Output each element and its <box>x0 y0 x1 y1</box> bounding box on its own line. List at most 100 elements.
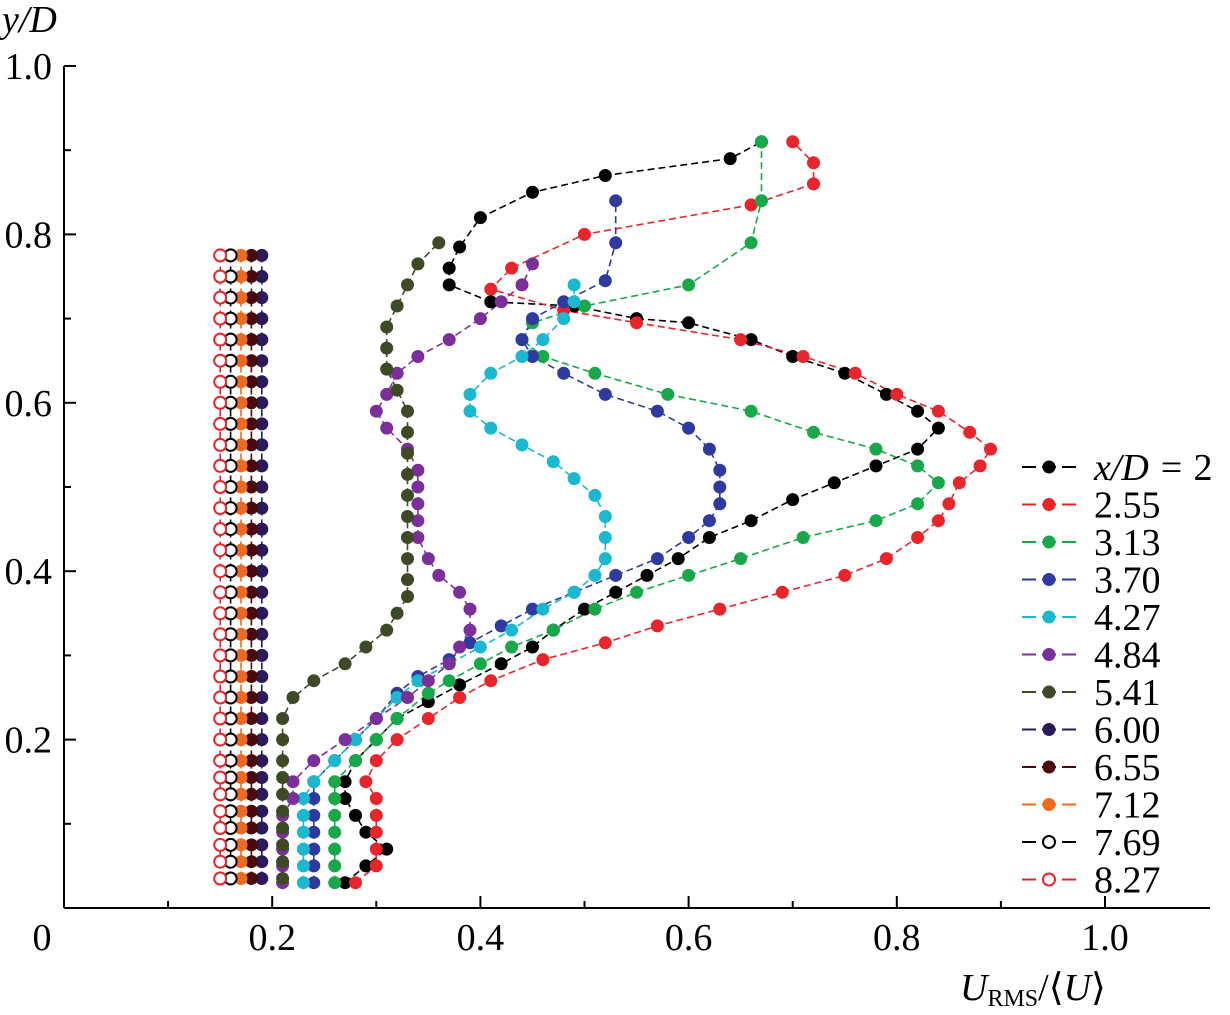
data-point <box>213 543 228 558</box>
data-point <box>827 476 841 490</box>
data-point <box>911 459 925 473</box>
data-point <box>536 602 550 616</box>
data-point <box>484 366 498 380</box>
data-point <box>484 674 498 688</box>
data-point <box>338 733 352 747</box>
data-point <box>911 404 925 418</box>
data-point <box>755 135 768 149</box>
data-point <box>609 585 623 599</box>
data-point <box>546 455 560 469</box>
data-point <box>775 585 789 599</box>
data-point <box>598 387 612 401</box>
data-point <box>369 712 383 725</box>
data-point <box>453 640 467 654</box>
data-point <box>328 859 342 873</box>
data-point <box>588 488 602 502</box>
data-point <box>411 350 425 363</box>
data-point <box>744 404 758 418</box>
data-point <box>213 804 228 819</box>
data-point <box>349 754 362 768</box>
data-point <box>557 312 571 326</box>
data-point <box>213 606 228 621</box>
data-point <box>807 156 820 170</box>
data-point <box>567 472 581 486</box>
y-tick-label: 0.2 <box>5 720 53 762</box>
data-point <box>369 842 383 856</box>
data-point <box>567 585 581 599</box>
legend-label: 7.12 <box>1094 785 1161 827</box>
data-point <box>536 333 550 347</box>
y-tick-label: 1.0 <box>5 46 53 88</box>
data-point <box>526 312 539 326</box>
data-point <box>213 290 228 305</box>
data-point <box>411 257 425 271</box>
data-point <box>401 488 414 502</box>
data-point <box>401 552 414 566</box>
legend-swatch-marker <box>1042 648 1056 661</box>
legend-swatch-marker <box>1042 723 1056 736</box>
data-point <box>369 754 383 768</box>
data-point <box>213 821 228 835</box>
data-point <box>650 619 664 633</box>
data-point <box>213 269 228 284</box>
data-point <box>463 623 477 637</box>
data-point <box>349 808 362 822</box>
data-point <box>401 691 414 704</box>
legend-swatch-marker <box>1042 798 1056 811</box>
data-point <box>869 459 883 473</box>
data-point <box>952 476 966 490</box>
data-point <box>401 573 414 587</box>
data-point <box>296 876 310 890</box>
data-point <box>213 458 228 473</box>
legend-label: 7.69 <box>1094 822 1161 864</box>
legend-label: 5.41 <box>1094 672 1161 714</box>
series-line <box>313 200 721 883</box>
data-point <box>671 552 685 566</box>
data-point <box>713 497 727 511</box>
data-point <box>276 754 290 768</box>
data-point <box>505 261 519 275</box>
data-point <box>682 421 696 435</box>
data-point <box>526 185 539 199</box>
legend-swatch-marker <box>1042 573 1056 586</box>
data-point <box>369 825 383 839</box>
data-point <box>546 623 560 637</box>
data-point <box>515 438 529 452</box>
data-point <box>369 733 383 747</box>
data-point <box>380 341 394 355</box>
data-point <box>276 733 290 747</box>
data-point <box>380 421 394 435</box>
data-point <box>682 531 696 544</box>
data-point <box>276 821 290 835</box>
legend-label: 4.27 <box>1094 597 1161 639</box>
data-point <box>276 712 290 725</box>
data-point <box>702 514 716 528</box>
data-point <box>911 531 925 544</box>
data-point <box>390 299 404 313</box>
legend-label: 6.55 <box>1094 747 1161 789</box>
data-point <box>598 531 612 544</box>
data-point <box>432 568 446 582</box>
legend-swatch-marker <box>1042 610 1056 624</box>
data-point <box>723 152 737 166</box>
data-point <box>213 732 228 747</box>
data-point <box>515 350 529 363</box>
data-point <box>879 552 893 566</box>
data-point <box>276 872 290 885</box>
data-point <box>213 770 228 785</box>
data-point <box>307 754 321 768</box>
data-point <box>442 657 456 671</box>
data-point <box>796 531 810 544</box>
legend-label: 3.13 <box>1094 522 1161 564</box>
data-point <box>588 366 602 380</box>
data-point <box>401 467 414 481</box>
data-point <box>515 278 529 292</box>
data-point <box>598 510 612 523</box>
data-point <box>702 531 716 544</box>
axis-labels: y/D URMS/⟨U⟩ <box>0 0 1106 1012</box>
data-point <box>942 497 956 511</box>
data-point <box>494 295 508 309</box>
data-point <box>276 838 290 852</box>
data-point <box>484 282 498 296</box>
x-tick-label: 0.8 <box>873 917 921 959</box>
